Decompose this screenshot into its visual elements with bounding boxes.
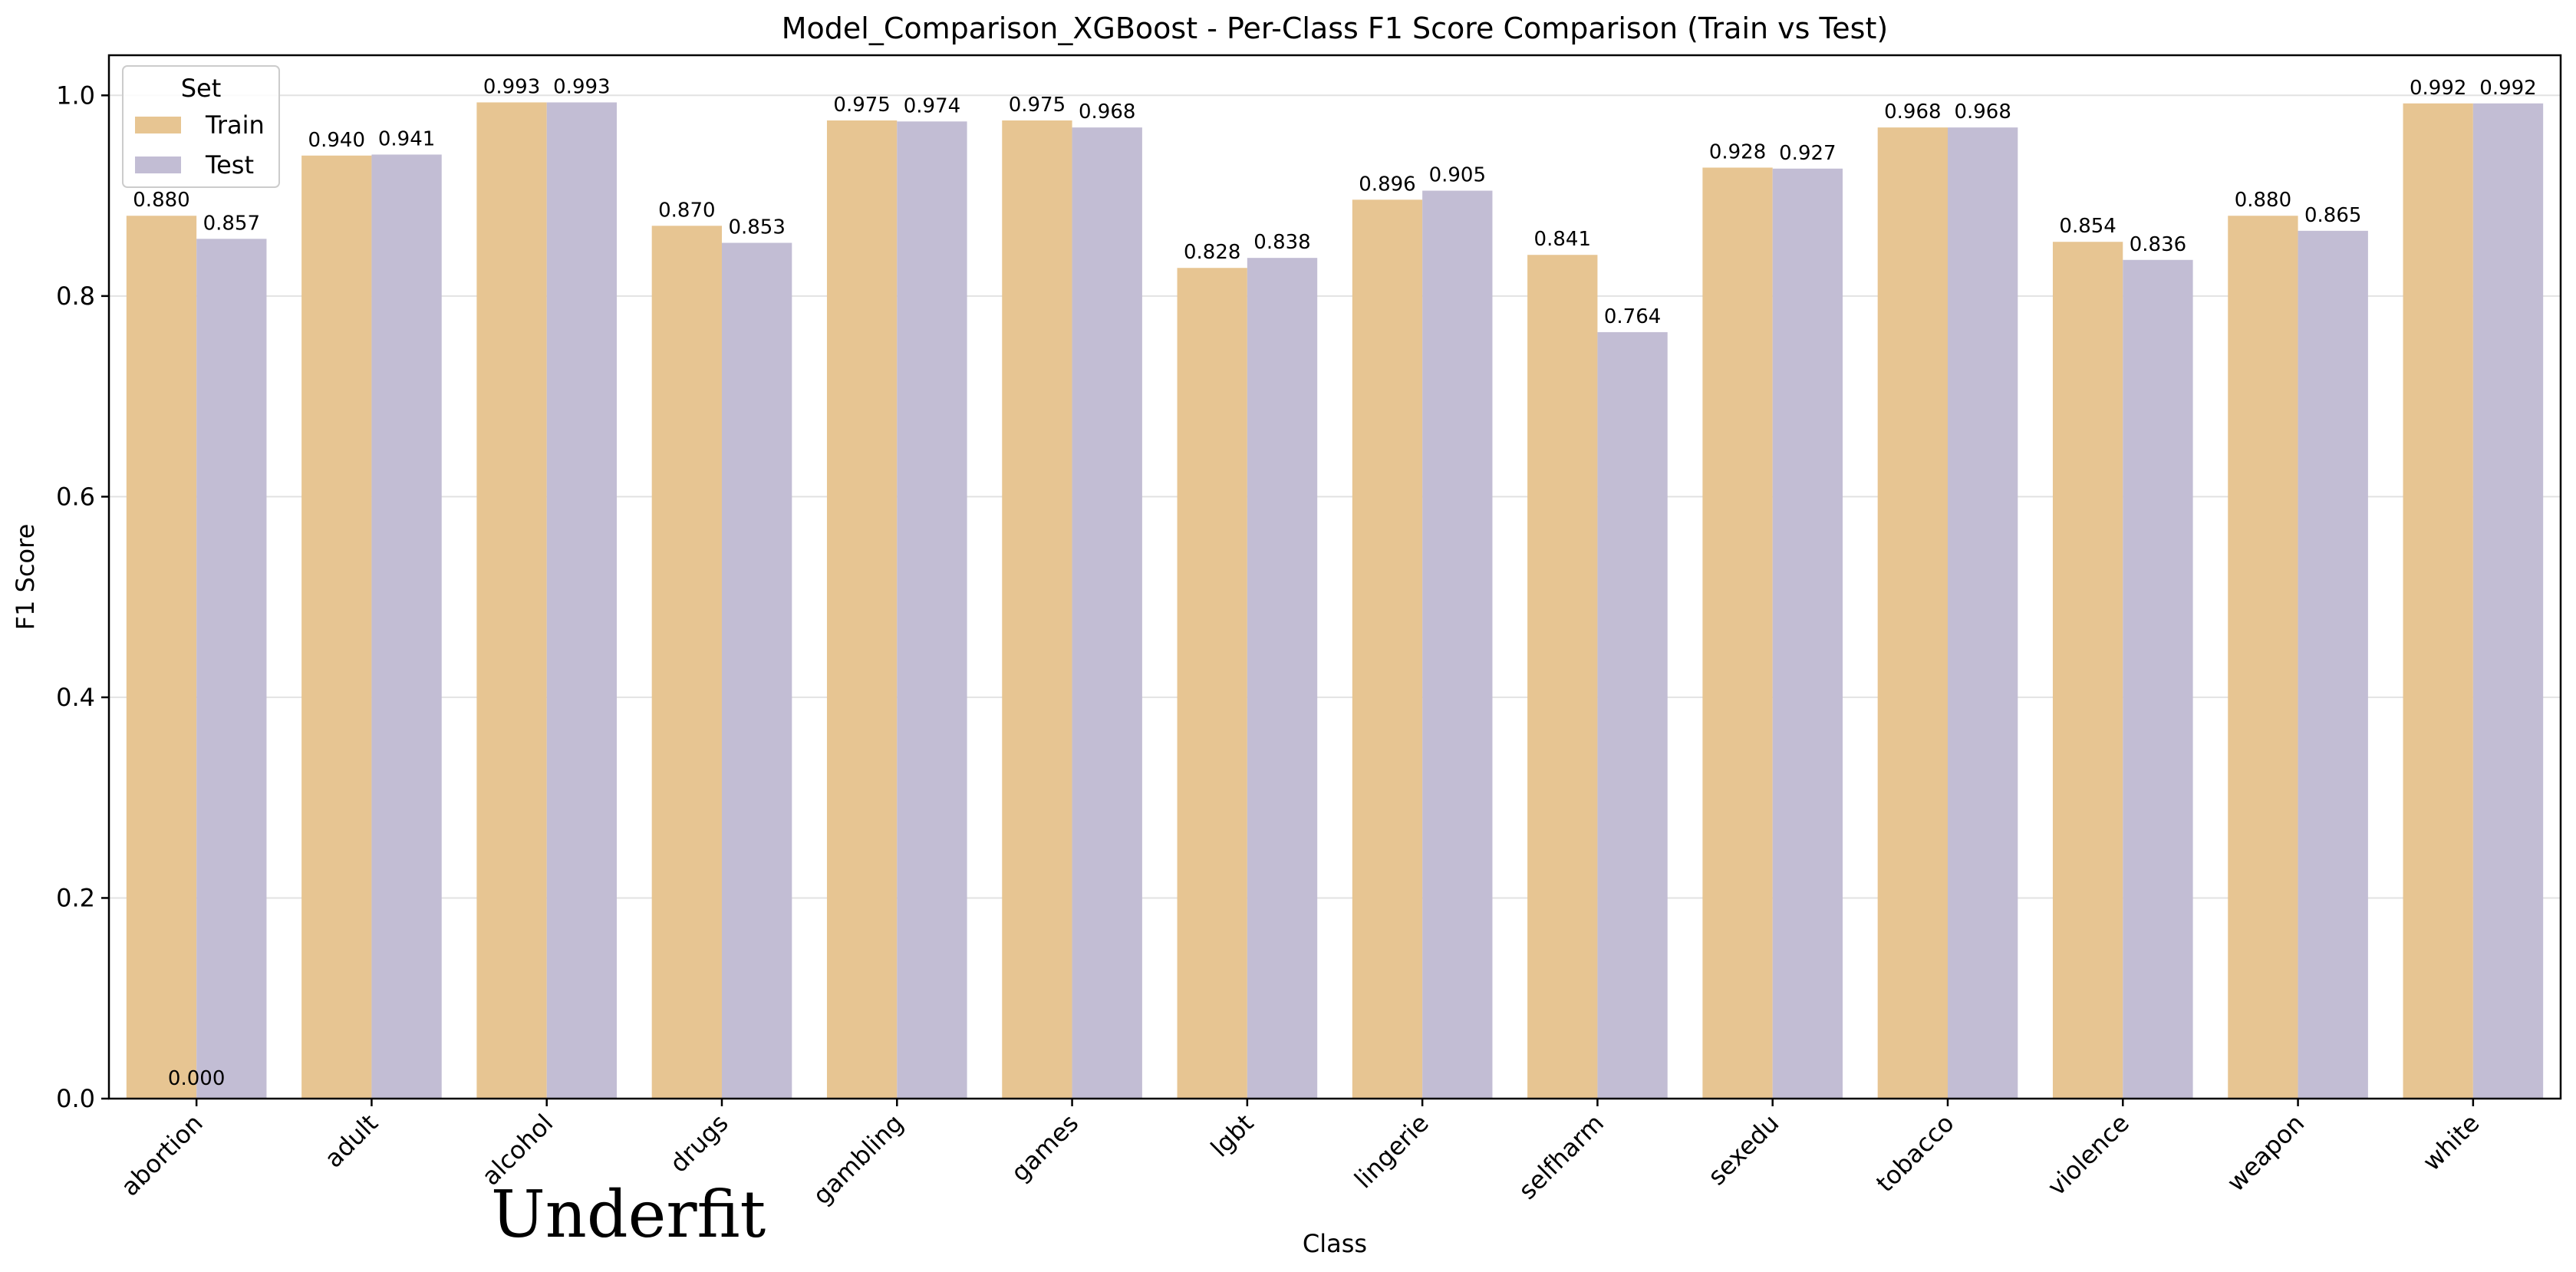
bar-train-adult [301, 155, 372, 1099]
bar-test-lingerie [1422, 190, 1493, 1099]
legend-items: Train Test [135, 110, 265, 180]
x-tick-label-abortion: abortion [115, 1109, 209, 1202]
x-axis-ticks: abortion adult alcohol drugs gambling games lg… [115, 1099, 2485, 1211]
x-tick-label-gambling: gambling [807, 1109, 909, 1211]
data-label-test-alcohol: 0.993 [553, 75, 610, 98]
bar-test-abortion [196, 239, 267, 1099]
data-label-test-violence: 0.836 [2130, 233, 2186, 256]
legend-swatch-train [135, 117, 181, 133]
bar-test-games [1072, 127, 1142, 1099]
bar-train-sexedu [1702, 167, 1773, 1099]
y-tick-label: 0.6 [56, 482, 95, 511]
overlay-text-underfit: Underfit [491, 1177, 766, 1252]
data-label-train-drugs: 0.870 [658, 199, 715, 222]
y-axis-label: F1 Score [11, 524, 40, 631]
legend: Set Train Test [122, 65, 280, 188]
data-label-train-white: 0.992 [2410, 77, 2466, 100]
bar-train-gambling [826, 120, 898, 1099]
bar-train-abortion [126, 216, 197, 1099]
data-label-train-games: 0.975 [1009, 94, 1066, 117]
data-label-train-tobacco: 0.968 [1884, 101, 1941, 124]
data-label-train-violence: 0.854 [2059, 215, 2116, 238]
x-tick-label-lgbt: lgbt [1205, 1109, 1260, 1163]
x-tick-label-games: games [1005, 1109, 1084, 1188]
data-label-test-lingerie: 0.905 [1429, 164, 1486, 187]
bar-test-white [2472, 103, 2544, 1099]
data-label-train-selfharm: 0.841 [1534, 228, 1591, 251]
bar-train-tobacco [1877, 127, 1948, 1099]
data-label-test-sexedu: 0.927 [1779, 142, 1836, 165]
data-label-train-lingerie: 0.896 [1359, 173, 1415, 196]
bar-train-lingerie [1352, 199, 1423, 1099]
y-tick-label: 0.8 [56, 282, 95, 311]
data-label-test-lgbt: 0.838 [1253, 231, 1310, 254]
x-tick-label-lingerie: lingerie [1349, 1109, 1435, 1195]
legend-label-train: Train [205, 110, 265, 140]
bar-train-violence [2052, 242, 2123, 1099]
data-label-test-drugs: 0.853 [728, 216, 785, 239]
x-tick-label-selfharm: selfharm [1513, 1109, 1609, 1205]
legend-swatch-test [135, 157, 181, 173]
data-label-train-adult: 0.940 [308, 129, 365, 152]
data-label-train-alcohol: 0.993 [483, 75, 540, 98]
bar-test-lgbt [1247, 258, 1318, 1099]
bar-test-weapon [2298, 230, 2368, 1099]
data-label-test-adult: 0.941 [378, 127, 435, 150]
data-label-train-sexedu: 0.928 [1709, 140, 1766, 163]
chart-title: Model_Comparison_XGBoost - Per-Class F1 … [782, 12, 1888, 45]
bar-train-weapon [2228, 216, 2298, 1099]
bar-train-alcohol [476, 102, 547, 1099]
y-tick-label: 1.0 [56, 81, 95, 110]
y-tick-label: 0.4 [56, 683, 95, 712]
bars [126, 102, 2544, 1099]
data-label-test-gambling: 0.974 [904, 94, 960, 117]
bar-test-gambling [897, 121, 967, 1099]
x-tick-label-tobacco: tobacco [1870, 1109, 1960, 1198]
bar-test-violence [2123, 259, 2193, 1099]
data-label-test-games: 0.968 [1079, 101, 1135, 124]
bar-train-white [2403, 103, 2473, 1099]
x-tick-label-weapon: weapon [2222, 1109, 2311, 1198]
x-tick-label-sexedu: sexedu [1702, 1109, 1785, 1191]
data-label-test-weapon: 0.865 [2304, 204, 2361, 227]
bar-train-selfharm [1527, 255, 1598, 1099]
x-tick-label-violence: violence [2042, 1109, 2135, 1201]
data-label-test-abortion: 0.857 [203, 212, 260, 235]
data-label-test-tobacco: 0.968 [1954, 101, 2011, 124]
data-label-train-lgbt: 0.828 [1184, 241, 1240, 264]
data-label-train-gambling: 0.975 [833, 94, 890, 117]
data-label-train-abortion: 0.880 [133, 189, 189, 212]
legend-title: Set [181, 74, 222, 103]
bar-test-tobacco [1948, 127, 2018, 1099]
y-tick-label: 0.0 [56, 1084, 95, 1113]
data-label-test-white: 0.992 [2479, 77, 2536, 100]
y-axis-ticks: 0.0 0.2 0.4 0.6 0.8 1.0 [56, 81, 109, 1113]
bar-train-drugs [651, 226, 722, 1099]
bar-test-alcohol [546, 102, 618, 1099]
bar-train-lgbt [1177, 268, 1247, 1099]
data-label-test-selfharm: 0.764 [1604, 305, 1661, 328]
bar-test-sexedu [1772, 168, 1843, 1099]
data-labels: 0.880 0.857 0.940 0.941 0.993 0.993 0.870 0.853… [133, 75, 2536, 1090]
plot-frame [107, 54, 2562, 1100]
bar-test-drugs [722, 242, 792, 1099]
y-tick-label: 0.2 [56, 883, 95, 912]
bar-test-adult [371, 154, 442, 1099]
legend-label-test: Test [205, 150, 254, 180]
x-tick-label-white: white [2417, 1109, 2485, 1177]
bar-test-selfharm [1597, 331, 1668, 1099]
x-tick-label-drugs: drugs [664, 1109, 734, 1178]
annotation-label: 0.000 [168, 1067, 225, 1090]
data-label-train-weapon: 0.880 [2235, 189, 2291, 212]
x-tick-label-adult: adult [318, 1109, 384, 1174]
bar-train-games [1002, 120, 1072, 1099]
x-axis-label: Class [1303, 1229, 1367, 1258]
